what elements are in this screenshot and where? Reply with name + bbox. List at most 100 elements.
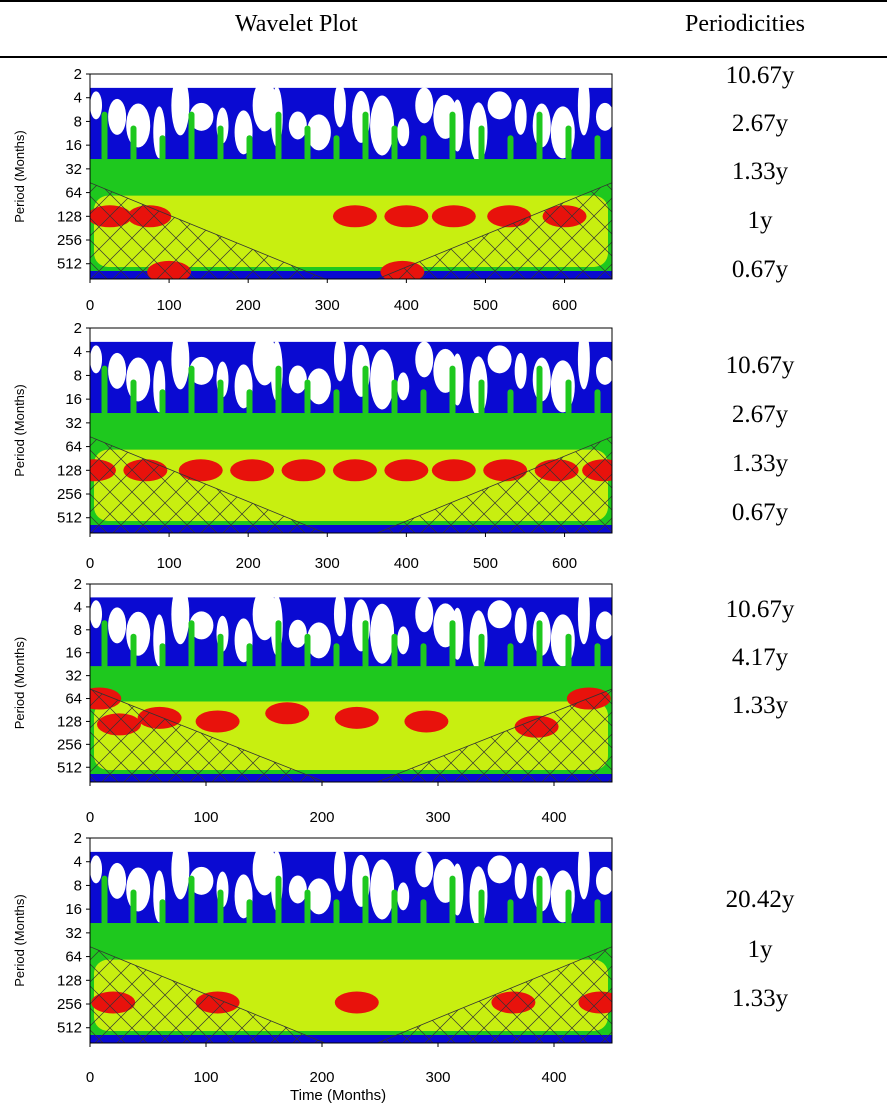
medium-power-tendril — [188, 365, 195, 416]
y-tick-label: 128 — [57, 972, 82, 989]
y-tick-label: 16 — [65, 137, 82, 154]
periodicity-label: 1y — [747, 936, 773, 963]
x-tick-label: 0 — [86, 297, 94, 314]
periodicity-label: 10.67y — [725, 596, 795, 623]
y-tick-label: 64 — [65, 185, 82, 202]
medium-power-tendril — [449, 365, 456, 416]
medium-power-tendril — [217, 379, 224, 416]
low-power-gap — [288, 619, 307, 648]
wavelet-plot-3: 2 4 8 16 32 64 128 256 512 Period (Months) 0 100 200… — [12, 576, 613, 826]
y-axis-title: Period (Months) — [12, 384, 27, 476]
y-tick-label: 4 — [74, 599, 82, 616]
x-tick-label: 600 — [552, 555, 577, 572]
medium-power-tendril — [217, 633, 224, 669]
y-tick-label: 256 — [57, 996, 82, 1013]
medium-power-tendril — [507, 643, 514, 669]
y-tick-label: 128 — [57, 208, 82, 225]
y-tick-label: 32 — [65, 668, 82, 685]
column-header-wavelet-plot: Wavelet Plot — [235, 11, 358, 37]
low-power-gap — [595, 356, 612, 385]
power-peak — [332, 205, 377, 228]
x-axis-title: Time (Months) — [290, 1087, 387, 1104]
medium-power-tendril — [449, 111, 456, 162]
medium-power-tendril — [130, 379, 137, 416]
low-power-gap — [333, 337, 346, 382]
y-tick-label: 4 — [74, 854, 82, 871]
low-power-gap — [415, 87, 434, 124]
periodicity-label: 20.42y — [725, 886, 795, 913]
wavelet-plot-4: 2 4 8 16 32 64 128 256 512 Period (Months) 0 100 200… — [12, 830, 613, 1086]
low-power-gap — [415, 341, 434, 378]
x-tick-label: 400 — [541, 1069, 566, 1086]
medium-power-tendril — [246, 899, 253, 926]
low-power-gap — [171, 584, 190, 645]
medium-power-tendril — [217, 125, 224, 162]
plot-frame — [89, 837, 613, 1044]
y-axis-title: Period (Months) — [12, 894, 27, 986]
y-tick-label: 16 — [65, 391, 82, 408]
low-power-gap — [333, 592, 346, 637]
low-power-gap — [288, 111, 307, 140]
low-power-gap — [90, 600, 103, 629]
medium-power-tendril — [420, 389, 427, 416]
medium-power-tendril — [594, 389, 601, 416]
plot-frame — [89, 73, 613, 280]
wavelet-plot-1: 2 4 8 16 32 64 128 256 512 Period (Months) 0 100 200… — [12, 66, 613, 314]
low-power-gap — [370, 95, 395, 156]
low-power-gap — [415, 596, 434, 633]
low-power-gap — [333, 83, 346, 128]
low-power-gap — [577, 839, 590, 900]
medium-power-tendril — [304, 379, 311, 416]
medium-power-tendril — [362, 365, 369, 416]
x-tick-label: 100 — [193, 1069, 218, 1086]
y-tick-label: 32 — [65, 161, 82, 178]
cone-of-influence — [90, 182, 612, 279]
medium-power-tendril — [391, 633, 398, 669]
x-tick-label: 300 — [315, 555, 340, 572]
bottom-edge-band — [90, 1035, 612, 1043]
medium-power-tendril — [594, 135, 601, 162]
medium-power-tendril — [333, 389, 340, 416]
x-tick-label: 300 — [425, 809, 450, 826]
bottom-edge-band — [90, 271, 612, 279]
medium-power-tendril — [507, 389, 514, 416]
y-tick-label: 256 — [57, 736, 82, 753]
periodicity-label: 1y — [747, 207, 773, 234]
x-tick-label: 200 — [236, 297, 261, 314]
y-tick-label: 512 — [57, 256, 82, 273]
x-tick-label: 0 — [86, 1069, 94, 1086]
low-power-gap — [514, 352, 527, 389]
power-peak — [404, 710, 449, 733]
medium-power-tendril — [478, 889, 485, 926]
low-power-gap — [288, 365, 307, 394]
medium-power-tendril — [101, 111, 108, 162]
medium-power-tendril — [188, 875, 195, 926]
low-power-gap — [171, 839, 190, 900]
low-power-gap — [126, 867, 151, 912]
medium-power-tendril — [246, 389, 253, 416]
y-tick-label: 32 — [65, 925, 82, 942]
x-tick-label: 0 — [86, 555, 94, 572]
power-peak — [384, 459, 429, 482]
medium-power-tendril — [594, 899, 601, 926]
column-header-periodicities: Periodicities — [685, 11, 805, 37]
wavelet-power-field — [90, 328, 612, 533]
power-peak — [334, 991, 379, 1014]
y-tick-label: 256 — [57, 486, 82, 503]
power-peak — [178, 459, 223, 482]
power-peak — [384, 205, 429, 228]
bottom-edge-band — [90, 774, 612, 782]
periodicity-label: 2.67y — [731, 401, 789, 428]
y-tick-label: 128 — [57, 713, 82, 730]
low-power-gap — [577, 584, 590, 645]
x-tick-label: 300 — [425, 1069, 450, 1086]
low-power-gap — [108, 352, 127, 389]
medium-power-tendril — [275, 365, 282, 416]
medium-power-tendril — [391, 125, 398, 162]
low-power-gap — [306, 114, 331, 151]
low-power-gap — [90, 855, 103, 884]
power-peak — [195, 710, 240, 733]
medium-power-tendril — [507, 135, 514, 162]
low-power-gap — [126, 103, 151, 148]
periodicity-label: 0.67y — [731, 256, 789, 283]
